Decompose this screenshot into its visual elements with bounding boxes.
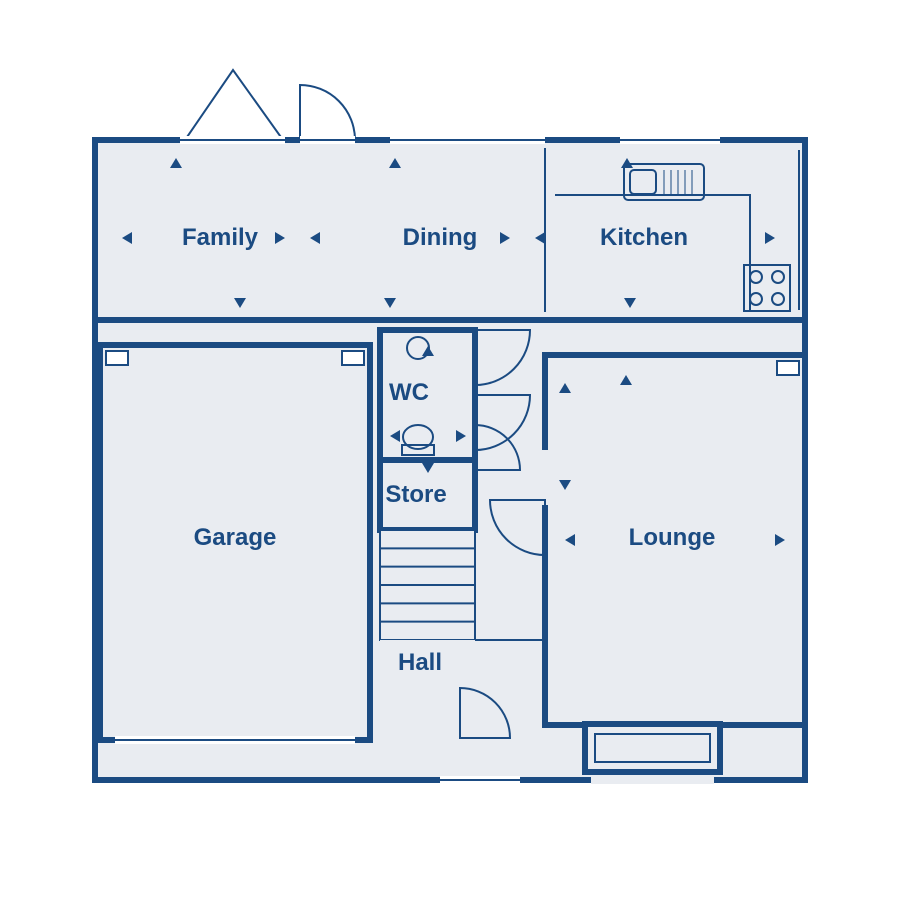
label-garage: Garage — [194, 524, 277, 551]
label-lounge: Lounge — [629, 524, 716, 551]
label-family: Family — [182, 224, 259, 251]
garage-nib-left — [106, 351, 128, 365]
label-wc: WC — [389, 379, 429, 406]
label-store: Store — [385, 481, 446, 508]
label-kitchen: Kitchen — [600, 224, 688, 251]
garage-nib-right — [342, 351, 364, 365]
lounge-nib — [777, 361, 799, 375]
label-hall: Hall — [398, 649, 442, 676]
bay-window — [585, 724, 720, 772]
label-dining: Dining — [403, 224, 478, 251]
